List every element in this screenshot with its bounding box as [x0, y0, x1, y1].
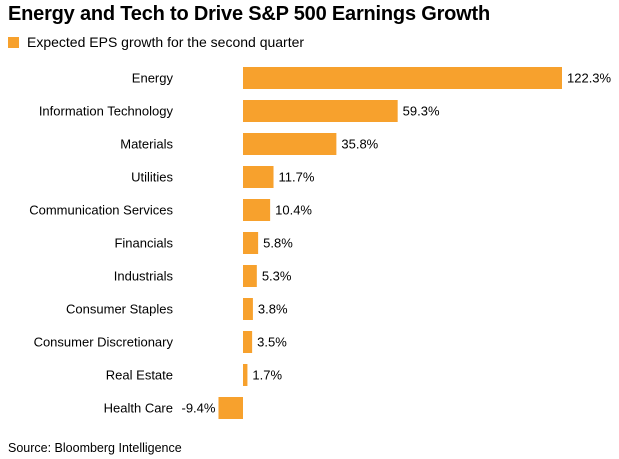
value-label: -9.4%	[182, 401, 216, 416]
category-label: Industrials	[114, 269, 174, 284]
value-label: 11.7%	[279, 170, 315, 185]
bar	[243, 265, 257, 287]
value-label: 3.5%	[257, 335, 287, 350]
bar	[243, 133, 337, 155]
source-note: Source: Bloomberg Intelligence	[8, 441, 182, 455]
bar	[243, 67, 562, 89]
bar	[243, 166, 274, 188]
value-label: 122.3%	[567, 71, 612, 86]
value-label: 10.4%	[275, 203, 312, 218]
bar	[243, 364, 248, 386]
category-label: Information Technology	[39, 104, 174, 119]
bar	[243, 199, 271, 221]
value-label: 1.7%	[252, 368, 282, 383]
category-label: Consumer Discretionary	[34, 335, 174, 350]
value-label: 59.3%	[403, 104, 440, 119]
category-label: Real Estate	[106, 368, 173, 383]
value-label: 5.3%	[262, 269, 292, 284]
bar	[243, 100, 398, 122]
category-label: Materials	[120, 137, 173, 152]
chart-title: Energy and Tech to Drive S&P 500 Earning…	[8, 3, 491, 25]
bar	[243, 232, 259, 254]
value-label: 5.8%	[263, 236, 293, 251]
bar	[243, 298, 253, 320]
legend: Expected EPS growth for the second quart…	[8, 34, 304, 50]
legend-label: Expected EPS growth for the second quart…	[27, 34, 305, 50]
category-label: Utilities	[131, 170, 173, 185]
legend-swatch	[8, 36, 19, 48]
bar	[243, 331, 253, 353]
bar	[218, 397, 243, 419]
value-label: 3.8%	[258, 302, 288, 317]
value-label: 35.8%	[341, 137, 378, 152]
category-label: Financials	[114, 236, 173, 251]
category-label: Consumer Staples	[66, 302, 173, 317]
category-label: Communication Services	[29, 203, 173, 218]
category-label: Health Care	[104, 401, 173, 416]
category-label: Energy	[132, 71, 174, 86]
